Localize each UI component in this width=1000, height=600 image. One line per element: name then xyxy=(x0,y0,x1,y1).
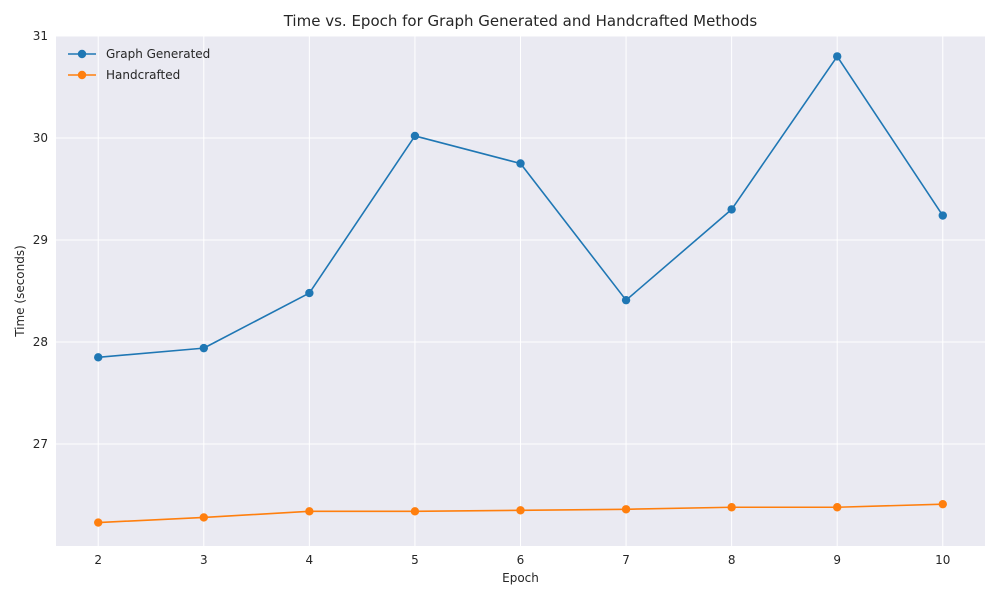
series-2 xyxy=(94,499,947,527)
data-point xyxy=(516,159,525,168)
legend-marker xyxy=(77,70,87,80)
data-point xyxy=(199,513,208,522)
x-axis-ticks: 2 3 4 5 6 7 8 9 10 xyxy=(94,553,950,567)
x-tick-label: 10 xyxy=(935,553,950,567)
x-tick-label: 7 xyxy=(622,553,630,567)
y-axis-label: Time (seconds) xyxy=(13,245,27,338)
y-axis-ticks: 27 28 29 30 31 xyxy=(33,29,48,451)
x-tick-label: 2 xyxy=(94,553,102,567)
series-1 xyxy=(94,52,947,362)
data-point xyxy=(727,205,736,214)
legend-label: Handcrafted xyxy=(106,68,180,82)
legend-label: Graph Generated xyxy=(106,47,210,61)
data-point xyxy=(305,288,314,298)
x-tick-label: 8 xyxy=(728,553,736,567)
x-tick-label: 9 xyxy=(833,553,841,567)
data-point xyxy=(621,505,631,514)
data-point xyxy=(410,507,420,516)
chart-title: Time vs. Epoch for Graph Generated and H… xyxy=(283,12,758,30)
y-tick-label: 29 xyxy=(33,233,48,247)
x-axis-label: Epoch xyxy=(502,571,539,585)
data-point xyxy=(94,353,103,362)
y-tick-label: 28 xyxy=(33,335,48,349)
legend-marker xyxy=(77,49,87,59)
x-tick-label: 5 xyxy=(411,553,419,567)
y-tick-label: 31 xyxy=(33,29,48,43)
data-point xyxy=(727,503,736,512)
data-point xyxy=(833,503,842,512)
data-point xyxy=(833,52,842,61)
y-tick-label: 27 xyxy=(33,437,48,451)
legend-item: Graph Generated xyxy=(68,47,210,61)
legend: Graph Generated Handcrafted xyxy=(68,47,210,82)
legend-item: Handcrafted xyxy=(68,68,180,82)
x-tick-label: 3 xyxy=(200,553,208,567)
series-layer xyxy=(94,52,947,527)
data-point xyxy=(938,499,947,509)
x-tick-label: 6 xyxy=(517,553,525,567)
data-point xyxy=(199,343,208,353)
data-point xyxy=(516,506,525,515)
data-point xyxy=(938,211,947,220)
x-tick-label: 4 xyxy=(306,553,314,567)
data-point xyxy=(94,518,103,527)
data-point xyxy=(305,507,314,516)
y-tick-label: 30 xyxy=(33,131,48,145)
data-point xyxy=(621,295,631,305)
data-point xyxy=(410,131,420,141)
